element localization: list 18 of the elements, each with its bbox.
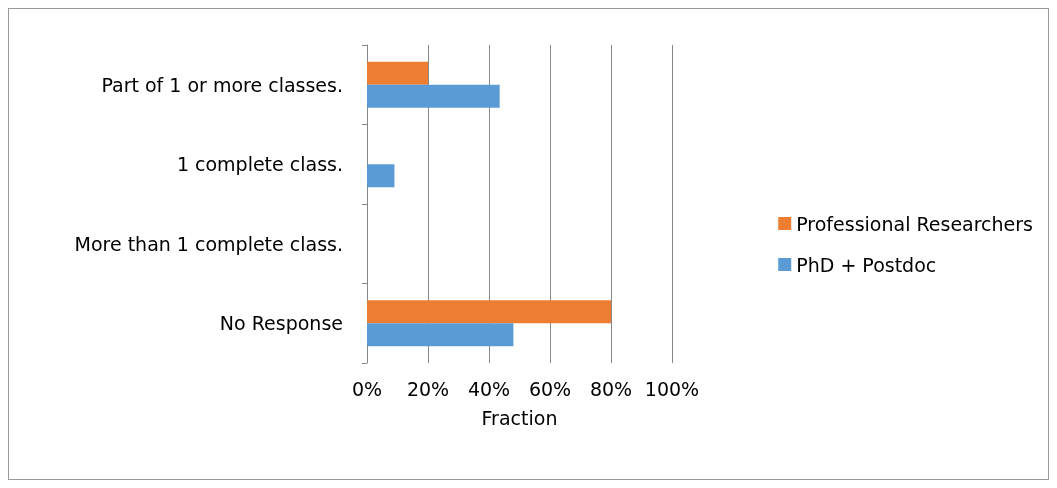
- bar: [367, 164, 395, 188]
- y-tick-label: 1 complete class.: [176, 153, 343, 176]
- legend-label: PhD + Postdoc: [796, 253, 937, 276]
- legend-label: Professional Researchers: [796, 212, 1033, 235]
- bar: [367, 300, 611, 324]
- x-tick-label: 20%: [406, 377, 450, 400]
- y-tick-label: No Response: [219, 312, 343, 335]
- x-tick-label: 60%: [528, 377, 572, 400]
- bar: [367, 84, 500, 108]
- x-tick-label: 100%: [644, 377, 700, 400]
- y-tick-label: More than 1 complete class.: [74, 232, 343, 255]
- x-tick-label: 0%: [351, 377, 383, 400]
- y-tick-label: Part of 1 or more classes.: [101, 73, 343, 96]
- x-tick-label: 80%: [589, 377, 633, 400]
- bar: [367, 61, 428, 85]
- bar: [367, 323, 514, 347]
- x-axis-title: Fraction: [481, 406, 558, 429]
- x-tick-label: 40%: [467, 377, 511, 400]
